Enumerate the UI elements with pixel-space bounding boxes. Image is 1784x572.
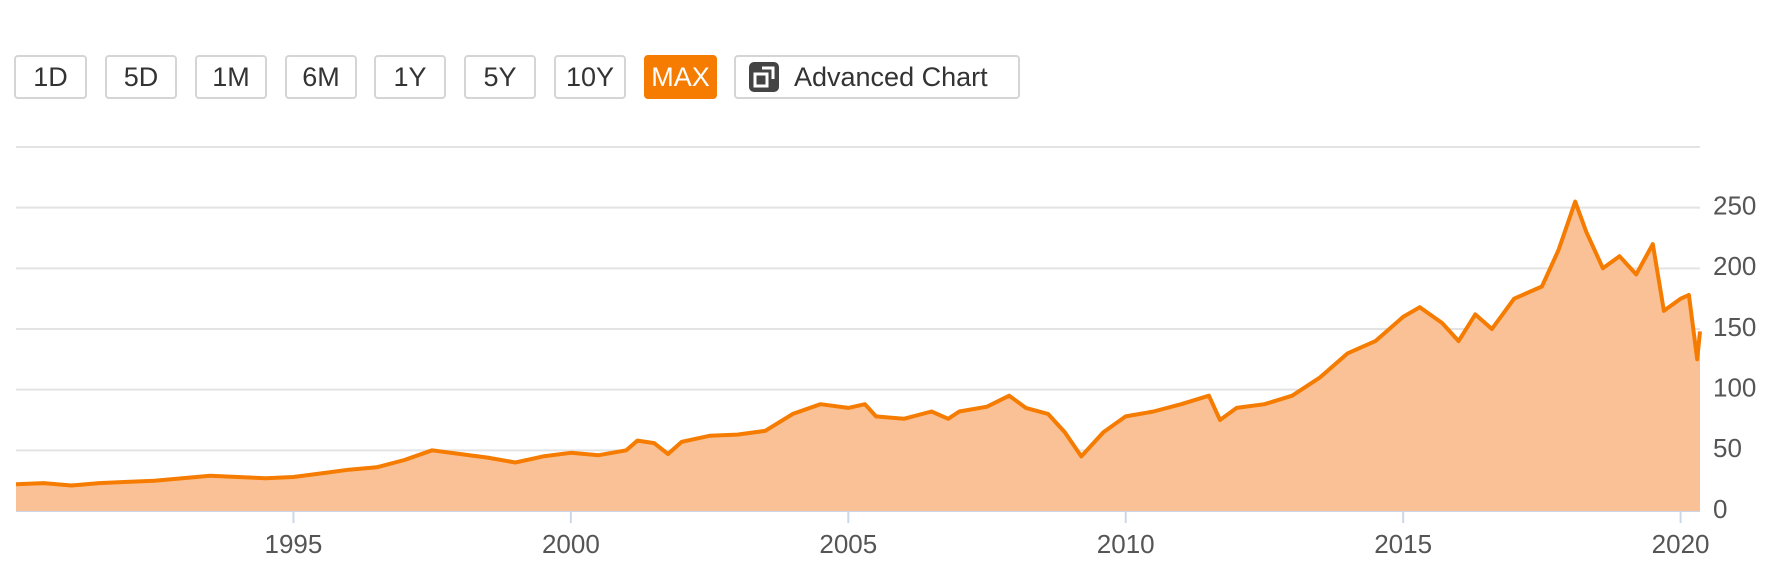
x-tick-label: 2015 xyxy=(1374,529,1432,559)
range-button[interactable]: 10Y xyxy=(554,55,626,99)
y-tick-label: 0 xyxy=(1713,494,1727,524)
range-button[interactable]: 5Y xyxy=(464,55,536,99)
range-button[interactable]: 1Y xyxy=(374,55,446,99)
x-tick-label: 2020 xyxy=(1652,529,1710,559)
y-tick-label: 200 xyxy=(1713,251,1756,281)
y-tick-label: 100 xyxy=(1713,373,1756,403)
advanced-chart-label: Advanced Chart xyxy=(794,61,988,92)
line xyxy=(15,199,1702,488)
range-button[interactable]: 5D xyxy=(105,55,177,99)
range-button[interactable]: 1M xyxy=(195,55,267,99)
advanced-chart-icon xyxy=(749,62,779,92)
x-tick-label: 2010 xyxy=(1097,529,1155,559)
x-tick-label: 2005 xyxy=(819,529,877,559)
range-button[interactable]: MAX xyxy=(644,55,717,99)
range-button[interactable]: 1D xyxy=(14,55,87,99)
advanced-chart-button[interactable]: Advanced Chart xyxy=(734,55,1020,99)
y-tick-label: 150 xyxy=(1713,312,1756,342)
x-tick-label: 2000 xyxy=(542,529,600,559)
y-tick-label: 50 xyxy=(1713,433,1742,463)
x-tick-label: 1995 xyxy=(265,529,323,559)
range-button[interactable]: 6M xyxy=(285,55,357,99)
y-tick-label: 250 xyxy=(1713,191,1756,221)
area xyxy=(16,201,1700,511)
